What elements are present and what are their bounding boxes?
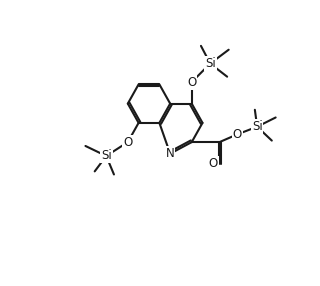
Text: Si: Si	[205, 57, 216, 70]
Text: Si: Si	[252, 120, 262, 133]
Text: Si: Si	[101, 150, 112, 162]
Text: N: N	[166, 147, 174, 160]
Text: O: O	[209, 157, 218, 170]
Text: O: O	[233, 128, 242, 141]
Text: O: O	[123, 136, 132, 149]
Text: O: O	[187, 76, 196, 89]
